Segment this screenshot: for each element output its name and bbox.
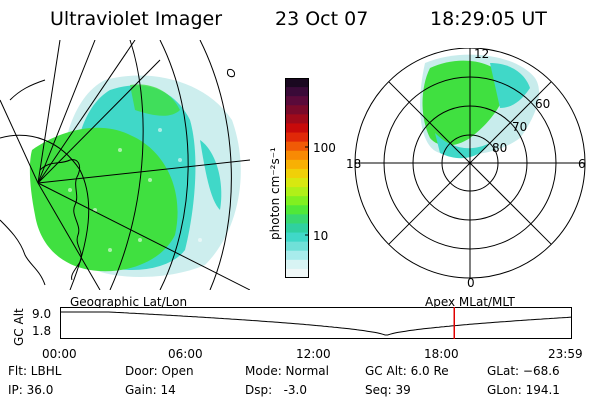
mlt-label-top: 12 (474, 47, 490, 61)
colorbar-cell (285, 223, 309, 234)
mlat-label-80: 80 (492, 141, 508, 155)
info-seq: Seq: 39 (365, 383, 411, 397)
orbit-altitude-curve (60, 311, 572, 336)
colorbar-cell (285, 132, 309, 143)
colorbar-cell (285, 150, 309, 161)
colorbar-cell (285, 241, 309, 252)
mlt-label-bottom: 0 (467, 276, 475, 290)
altitude-ytick-top: 9.0 (32, 307, 52, 321)
colorbar-cell (285, 214, 309, 224)
geographic-caption: Geographic Lat/Lon (70, 295, 188, 309)
info-glat: GLat: −68.6 (487, 364, 560, 378)
instrument-title: Ultraviolet Imager (50, 8, 223, 30)
polar-aurora-green (422, 60, 506, 146)
observation-date: 23 Oct 07 (275, 8, 369, 30)
xtick-1800: 18:00 (424, 347, 459, 361)
colorbar-cell (285, 141, 309, 152)
colorbar-tick-100: 100 (313, 141, 336, 155)
colorbar-cell (285, 87, 309, 97)
info-filter: Flt: LBHL (8, 364, 62, 378)
colorbar-cell (285, 205, 309, 215)
info-ip: IP: 36.0 (8, 383, 54, 397)
geographic-image-panel (0, 40, 250, 290)
xtick-0000: 00:00 (42, 347, 77, 361)
colorbar-cell (285, 187, 309, 197)
info-door: Door: Open (125, 364, 194, 378)
apex-caption: Apex MLat/MLT (425, 295, 515, 309)
mlt-label-left: 18 (346, 157, 362, 171)
observation-time: 18:29:05 UT (430, 8, 547, 30)
mlt-label-right: 6 (578, 157, 586, 171)
colorbar-cell (285, 159, 309, 170)
colorbar-cell (285, 96, 309, 106)
colorbar-cell (285, 250, 309, 261)
colorbar-tick-10: 10 (313, 229, 329, 243)
xtick-0600: 06:00 (168, 347, 203, 361)
colorbar-cell (285, 105, 309, 115)
xtick-2359: 23:59 (548, 347, 583, 361)
colorbar-cell (285, 114, 309, 124)
colorbar-cell (285, 168, 309, 179)
xtick-1200: 12:00 (296, 347, 331, 361)
info-gain: Gain: 14 (125, 383, 176, 397)
colorbar-cell (285, 123, 309, 134)
altitude-ylabel: GC Alt (12, 308, 26, 346)
colorbar-cell (285, 268, 309, 278)
altitude-plot (60, 307, 572, 339)
info-glon: GLon: 194.1 (487, 383, 560, 397)
colorbar-cell (285, 178, 309, 188)
info-gc-alt: GC Alt: 6.0 Re (365, 364, 449, 378)
polar-mlat-mlt-panel (354, 48, 586, 279)
colorbar-cell (285, 78, 309, 88)
altitude-ytick-bottom: 1.8 (32, 324, 52, 338)
mlat-label-60: 60 (535, 97, 551, 111)
colorbar-cell (285, 259, 309, 270)
colorbar-cell (285, 196, 309, 206)
colorbar-cell (285, 232, 309, 243)
info-mode: Mode: Normal (245, 364, 329, 378)
info-dsp: Dsp: -3.0 (245, 383, 308, 397)
colorbar (285, 78, 309, 278)
colorbar-unit-label: photon cm⁻²s⁻¹ (268, 147, 282, 240)
mlat-label-70: 70 (512, 120, 528, 134)
